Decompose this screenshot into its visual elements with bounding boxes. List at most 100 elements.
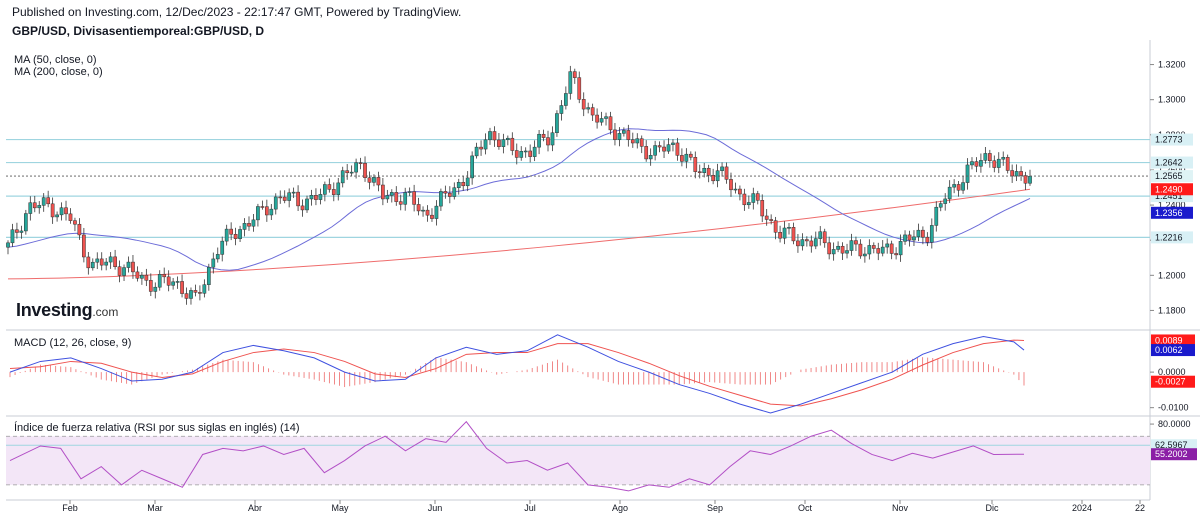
candle-body [626,130,631,140]
candle-body [407,191,412,193]
candle-body [282,196,287,201]
candle-body [800,239,805,247]
candle-body [947,186,952,200]
candle-body [845,250,849,254]
candle-body [729,179,733,191]
candle-body [131,261,135,273]
ma200-legend[interactable]: MA (200, close, 0) [14,66,103,78]
candle-body [59,207,64,216]
candle-body [711,174,715,182]
candle-body [403,192,408,205]
candle-body [242,223,247,230]
candle-body [278,196,283,199]
candle-body [376,177,381,186]
candle-body [465,177,470,187]
candle-body [742,193,747,206]
candle-body [461,182,466,187]
candle-body [528,150,533,157]
candle-body [95,258,100,263]
candle-body [220,240,225,255]
candle-body [604,116,608,119]
candle-body [10,229,15,244]
candle-body [706,167,711,176]
candle-body [113,256,117,267]
candle-body [751,193,756,203]
macd-legend[interactable]: MACD (12, 26, close, 9) [14,337,132,349]
candle-body [6,242,10,248]
candle-body [871,245,876,249]
ma200-value-label: 1.2490 [1155,184,1183,194]
candle-body [37,205,42,209]
candle-body [251,219,256,227]
candle-body [671,142,675,145]
candle-body [224,228,229,242]
candle-body [822,231,827,244]
candle-body [447,192,452,197]
rsi-line [9,420,1025,492]
candle-body [64,207,68,215]
time-tick-label: Dic [986,503,999,513]
macd-value-tag [1151,375,1195,388]
candle-body [1023,175,1028,184]
candle-body [90,261,95,269]
candle-body [108,256,113,263]
candle-body [831,249,836,255]
candle-body [180,281,184,294]
candle-body [1010,170,1014,177]
candle-body [99,258,104,266]
candle-body [41,197,46,206]
candle-body [921,229,925,238]
candle-body [488,131,492,141]
candle-body [269,208,274,216]
ma50-legend[interactable]: MA (50, close, 0) [14,54,97,66]
candle-body [907,234,912,241]
macd-value-label: 0.0062 [1155,345,1183,355]
candle-body [987,153,992,161]
candle-body [1028,175,1032,184]
candle-body [193,290,198,293]
candle-body [202,284,207,294]
candle-body [818,231,823,239]
candle-body [648,155,653,160]
candle-body [28,202,33,214]
candle-body [345,170,350,174]
candle-body [764,215,769,220]
ma200-value-tag [1151,183,1193,196]
candle-body [425,209,430,216]
candle-body [559,105,564,114]
candle-body [215,254,220,260]
candle-body [961,182,965,191]
candle-body [586,107,591,110]
candle-body [773,220,778,233]
candle-body [510,137,515,151]
candle-body [416,204,421,212]
candle-body [590,107,595,116]
candle-body [483,139,488,150]
candle-body [55,214,59,218]
candle-body [354,162,358,173]
candle-body [166,276,171,286]
candle-body [327,184,332,190]
candle-body [148,280,153,292]
price-tick-label: 1.2000 [1158,270,1186,280]
candle-body [550,132,555,146]
price-tick-label: 1.1800 [1158,305,1186,315]
candle-body [497,139,501,147]
candle-body [880,246,885,254]
rsi-value-tag [1151,448,1197,461]
last-price-tag [1151,170,1193,183]
candle-body [412,191,416,205]
rsi-band [6,436,1150,485]
candle-body [644,146,649,160]
candle-body [693,157,698,172]
candle-body [367,177,372,183]
candle-body [336,182,341,195]
candle-body [389,192,394,196]
time-tick-label: Jul [524,503,536,513]
candle-body [595,114,599,123]
rsi-legend[interactable]: Índice de fuerza relativa (RSI por sus s… [14,422,300,434]
candle-body [385,195,390,200]
time-tick-label: Nov [892,503,909,513]
candle-body [456,182,461,188]
